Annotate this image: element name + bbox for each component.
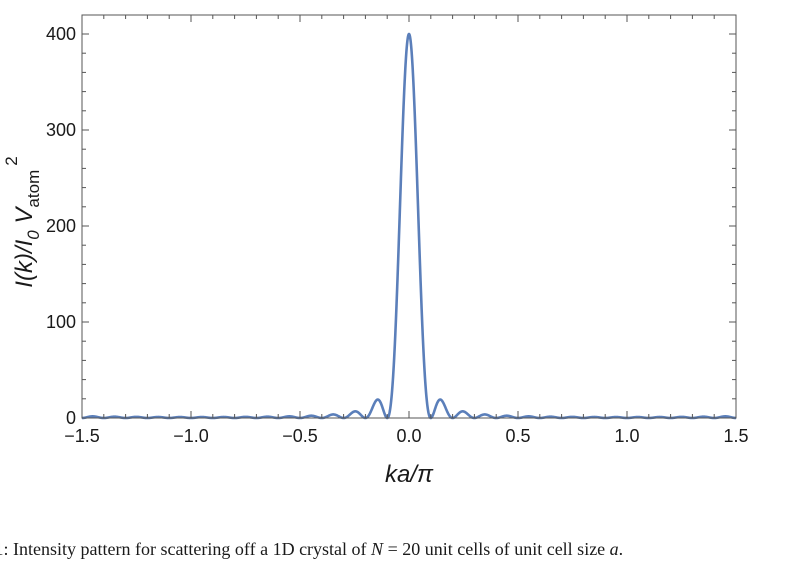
caption-var-n: N [371,539,384,559]
figure-caption: e 1: Intensity pattern for scattering of… [0,539,808,560]
x-tick-label: 0.0 [396,426,421,446]
intensity-curve [80,32,738,420]
caption-end: . [618,539,624,559]
y-tick-label: 400 [46,24,76,44]
y-axis-label-part: 2 [2,156,21,165]
y-axis-label-part: I(k)/I [11,239,38,287]
caption-equals: = 20 [383,539,421,559]
x-tick-label: 1.0 [614,426,639,446]
y-axis-label-part: atom [24,170,43,208]
y-axis-label: I(k)/I0 Vatom2 [2,156,43,287]
x-tick-label: 1.5 [723,426,748,446]
caption-prefix: e 1: Intensity pattern for scattering of… [0,539,372,559]
y-axis-label-part: V [11,206,38,231]
y-tick-label: 100 [46,312,76,332]
y-axis-label-part: 0 [24,230,43,240]
caption-var-a: a [609,539,619,559]
x-tick-label: −0.5 [282,426,318,446]
y-tick-label: 0 [66,408,76,428]
x-axis-label: ka/π [385,461,434,488]
x-tick-label: −1.0 [173,426,209,446]
plot-frame [81,14,737,419]
y-tick-label: 200 [46,216,76,236]
caption-middle: unit cells of unit cell size [420,539,610,559]
x-tick-label: 0.5 [505,426,530,446]
x-tick-label: −1.5 [64,426,100,446]
y-tick-label: 300 [46,120,76,140]
